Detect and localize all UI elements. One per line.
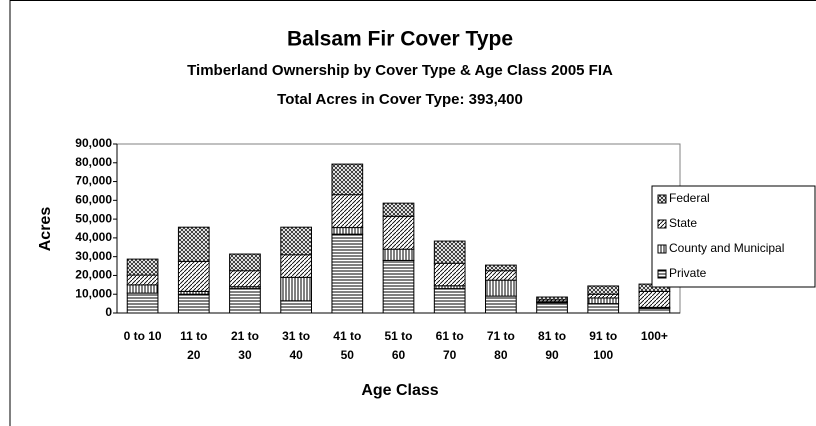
y-tick-label: 40,000 bbox=[75, 230, 112, 244]
bar-segment bbox=[229, 253, 261, 272]
bar-segment bbox=[177, 226, 210, 262]
bar-segment bbox=[587, 285, 620, 295]
legend-box bbox=[651, 185, 816, 288]
legend-label: State bbox=[669, 216, 697, 230]
legend-swatch bbox=[657, 269, 667, 279]
bar-segment bbox=[382, 202, 415, 217]
bar-segment bbox=[331, 194, 364, 229]
x-tick-label: 51 to 60 bbox=[384, 329, 413, 362]
bar-segment bbox=[587, 303, 620, 314]
bar-segment bbox=[229, 270, 261, 288]
x-tick-label: 81 to 90 bbox=[538, 329, 567, 362]
bar-segment bbox=[331, 227, 364, 235]
x-tick-label: 21 to 30 bbox=[230, 329, 259, 362]
bar-segment bbox=[177, 260, 210, 292]
legend-label: County and Municipal bbox=[669, 241, 784, 255]
chart-title: Balsam Fir Cover Type bbox=[287, 28, 513, 51]
bar-segment bbox=[382, 259, 415, 314]
bar-segment bbox=[485, 270, 517, 281]
chart-subtitle: Total Acres in Cover Type: 393,400 bbox=[277, 91, 523, 108]
bar-segment bbox=[587, 293, 620, 299]
y-tick-label: 50,000 bbox=[75, 211, 112, 225]
y-axis-label: Acres bbox=[37, 207, 54, 252]
chart-subtitle: Timberland Ownership by Cover Type & Age… bbox=[187, 62, 613, 79]
bar-segment bbox=[280, 254, 312, 278]
legend-label: Private bbox=[669, 266, 707, 280]
bar-segment bbox=[485, 264, 517, 272]
y-tick-label: 80,000 bbox=[75, 155, 112, 169]
bar-segment bbox=[382, 215, 415, 250]
bar-segment bbox=[382, 248, 415, 261]
x-tick-label: 91 to 100 bbox=[589, 329, 618, 362]
bar-segment bbox=[229, 288, 261, 314]
bar-segment bbox=[126, 292, 159, 314]
x-tick-label: 31 to 40 bbox=[282, 329, 311, 362]
bar-segment bbox=[126, 258, 159, 276]
y-tick-label: 0 bbox=[105, 305, 112, 319]
bar-segment bbox=[280, 276, 312, 302]
bar-segment bbox=[280, 226, 312, 256]
x-tick-label: 71 to 80 bbox=[486, 329, 515, 362]
bar-segment bbox=[433, 240, 466, 264]
x-tick-label: 100+ bbox=[640, 329, 668, 343]
x-tick-label: 0 to 10 bbox=[123, 329, 162, 343]
bar-segment bbox=[587, 297, 620, 305]
x-tick-label: 61 to 70 bbox=[435, 329, 464, 362]
legend-label: Federal bbox=[669, 191, 710, 205]
bar-segment bbox=[126, 274, 159, 286]
legend-swatch bbox=[657, 244, 667, 254]
bar-segment bbox=[331, 163, 364, 196]
y-tick-label: 90,000 bbox=[75, 136, 112, 150]
bar-segment bbox=[485, 295, 517, 314]
bar-segment bbox=[485, 279, 517, 297]
legend-swatch bbox=[657, 219, 667, 229]
x-axis-label: Age Class bbox=[361, 382, 438, 399]
bar-segment bbox=[433, 262, 466, 287]
bar-segment bbox=[177, 293, 210, 314]
bar-segment bbox=[331, 233, 364, 314]
legend-swatch bbox=[657, 194, 667, 204]
y-tick-label: 10,000 bbox=[75, 286, 112, 300]
chart-frame bbox=[9, 0, 816, 426]
y-tick-label: 60,000 bbox=[75, 193, 112, 207]
x-tick-label: 41 to 50 bbox=[333, 329, 362, 362]
bar-segment bbox=[536, 296, 568, 301]
bar-segment bbox=[638, 307, 671, 314]
bar-segment bbox=[536, 302, 568, 314]
y-tick-label: 70,000 bbox=[75, 174, 112, 188]
bar-segment bbox=[280, 300, 312, 314]
y-tick-label: 30,000 bbox=[75, 249, 112, 263]
bar-segment bbox=[433, 288, 466, 314]
y-tick-label: 20,000 bbox=[75, 268, 112, 282]
x-tick-label: 11 to 20 bbox=[180, 329, 208, 362]
bar-segment bbox=[638, 290, 671, 308]
bar-segment bbox=[126, 284, 159, 294]
